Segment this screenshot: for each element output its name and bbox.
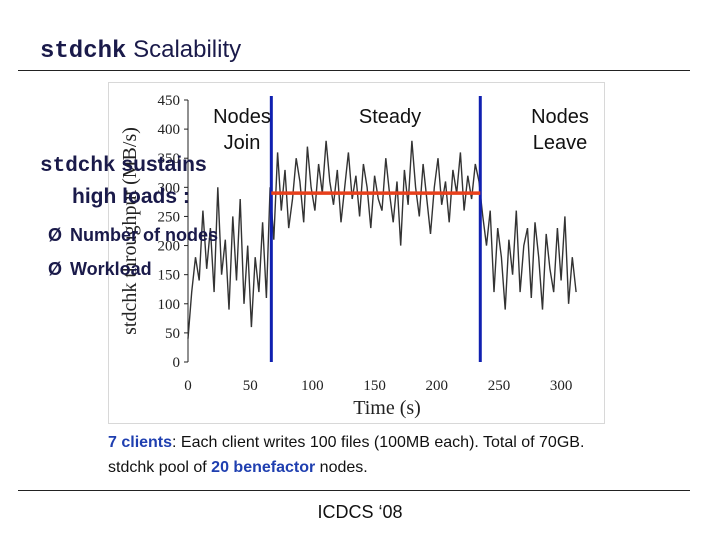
annotation-nodes-join: Nodes Join [205, 104, 279, 156]
y-tick-label: 300 [158, 180, 181, 196]
bullet-arrow-icon: Ø [48, 225, 63, 245]
caption-benefactor: 20 benefactor [211, 459, 316, 476]
annotation-leave-line2: Leave [532, 132, 588, 154]
caption-line2: stdchk pool of 20 benefactor nodes. [108, 455, 584, 480]
bullet-text: Number of nodes [70, 225, 219, 245]
y-tick-label: 100 [158, 297, 181, 313]
bullet-heading-code: stdchk [40, 155, 116, 178]
chart-caption: 7 clients: Each client writes 100 files … [108, 430, 584, 480]
bottom-divider [18, 490, 690, 491]
annotation-leave-line1: Nodes [531, 106, 589, 128]
annotation-join-line1: Nodes [213, 106, 271, 128]
x-tick-label: 250 [488, 378, 511, 394]
slide-title: stdchk Scalability [40, 36, 241, 65]
throughput-series-line [187, 140, 577, 339]
x-axis-title: Time (s) [353, 397, 421, 419]
y-tick-label: 400 [158, 122, 181, 138]
x-tick-label: 200 [426, 378, 449, 394]
caption-pool: stdchk pool of [108, 459, 212, 476]
bullet-heading: stdchk sustains high loads : [40, 150, 207, 212]
x-tick-label: 150 [363, 378, 386, 394]
top-divider [18, 70, 690, 71]
x-tick-label: 300 [550, 378, 573, 394]
x-tick-label: 50 [243, 378, 258, 394]
y-axis-title: stdchk throughput (MB/s) [119, 127, 141, 335]
bullet-heading-line2: high loads : [72, 185, 190, 208]
caption-line1: 7 clients: Each client writes 100 files … [108, 430, 584, 455]
y-tick-label: 150 [158, 268, 181, 284]
x-tick-label: 100 [301, 378, 324, 394]
bullet-arrow-icon: Ø [48, 259, 63, 279]
title-code: stdchk [40, 38, 127, 65]
y-tick-label: 50 [165, 326, 180, 342]
throughput-chart: 0 50 100 150 200 250 300 350 400 450 0 50 100 150 200 2… [119, 93, 577, 419]
footer-venue: ICDCS ‘08 [317, 502, 403, 522]
caption-description: : Each client writes 100 files (100MB ea… [172, 434, 585, 451]
y-tick-label: 450 [158, 93, 181, 109]
annotation-nodes-leave: Nodes Leave [520, 104, 600, 156]
bullet-item: Ø Number of nodes [48, 218, 218, 252]
bullet-list: Ø Number of nodes Ø Workload [48, 218, 218, 286]
title-rest: Scalability [126, 36, 242, 63]
bullet-heading-text: sustains [115, 153, 207, 176]
caption-nodes: nodes. [315, 459, 368, 476]
y-tick-label: 250 [158, 209, 181, 225]
chart-frame [108, 82, 605, 424]
y-tick-label: 200 [158, 239, 181, 255]
x-tick-label: 0 [184, 378, 192, 394]
caption-clients: 7 clients [108, 434, 173, 451]
y-tick-label: 0 [173, 355, 181, 371]
annotation-steady: Steady [358, 106, 422, 128]
annotation-join-line2: Join [223, 132, 261, 154]
y-tick-label: 350 [158, 151, 181, 167]
bullet-item: Ø Workload [48, 252, 218, 286]
bullet-heading-line1: stdchk sustains [40, 150, 207, 182]
bullet-text: Workload [70, 259, 152, 279]
